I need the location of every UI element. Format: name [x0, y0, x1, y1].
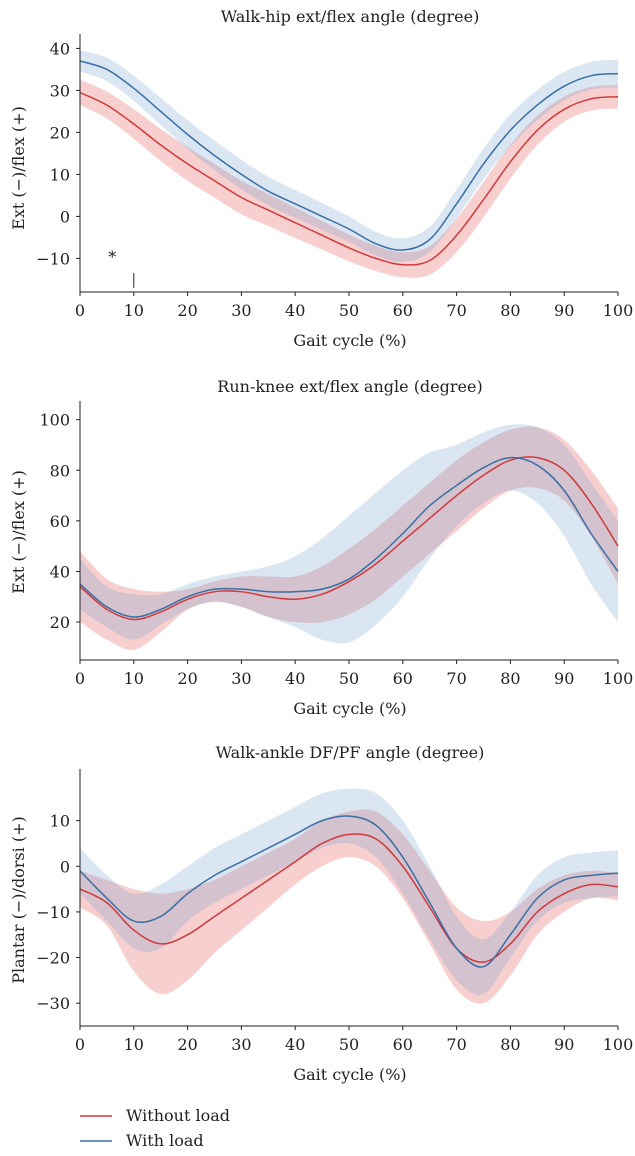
series-line	[79, 456, 619, 618]
x-tick-label: 30	[231, 301, 251, 320]
x-tick-label: 90	[554, 669, 574, 688]
x-axis-label: Gait cycle (%)	[293, 1065, 406, 1084]
series-line	[79, 833, 619, 963]
x-tick-label: 60	[393, 1035, 413, 1054]
x-tick-label: 0	[75, 301, 85, 320]
series-band	[80, 50, 618, 262]
y-axis-label: Ext (−)/flex (+)	[9, 470, 28, 594]
x-tick-label: 100	[603, 1035, 634, 1054]
x-tick-label: 70	[446, 669, 466, 688]
x-axis-label: Gait cycle (%)	[293, 699, 406, 718]
x-tick-label: 80	[500, 301, 520, 320]
x-tick-label: 20	[177, 669, 197, 688]
x-tick-label: 60	[393, 301, 413, 320]
y-tick-label: 20	[50, 123, 70, 142]
chart-title: Walk-hip ext/flex angle (degree)	[221, 7, 480, 26]
x-tick-label: 90	[554, 301, 574, 320]
x-tick-label: 20	[177, 1035, 197, 1054]
y-tick-label: −10	[36, 249, 70, 268]
y-tick-label: 20	[50, 613, 70, 632]
panel-walk-ankle: Walk-ankle DF/PF angle (degree) Gait cyc…	[9, 743, 633, 1084]
legend-label-without-load: Without load	[126, 1106, 230, 1125]
panel-run-knee: Run-knee ext/flex angle (degree) Gait cy…	[9, 377, 633, 718]
x-tick-label: 40	[285, 301, 305, 320]
chart-title: Walk-ankle DF/PF angle (degree)	[216, 743, 485, 762]
chart-title: Run-knee ext/flex angle (degree)	[217, 377, 482, 396]
y-tick-label: −30	[36, 994, 70, 1013]
x-tick-label: 80	[500, 1035, 520, 1054]
series-band	[80, 426, 618, 651]
x-tick-label: 20	[177, 301, 197, 320]
series-band	[80, 79, 618, 278]
x-tick-label: 40	[285, 669, 305, 688]
series-band	[80, 788, 618, 995]
y-tick-label: 40	[50, 39, 70, 58]
y-axis-label: Ext (−)/flex (+)	[9, 106, 28, 230]
x-tick-label: 30	[231, 669, 251, 688]
x-tick-label: 10	[124, 1035, 144, 1054]
x-tick-label: 60	[393, 669, 413, 688]
y-tick-label: 60	[50, 512, 70, 531]
x-tick-label: 50	[339, 1035, 359, 1054]
panel-walk-hip: Walk-hip ext/flex angle (degree) Gait cy…	[9, 7, 633, 350]
x-tick-label: 50	[339, 669, 359, 688]
series-band	[80, 809, 618, 1004]
y-tick-label: 80	[50, 461, 70, 480]
x-tick-label: 50	[339, 301, 359, 320]
x-tick-label: 0	[75, 1035, 85, 1054]
x-tick-label: 100	[603, 669, 634, 688]
legend-label-with-load: With load	[126, 1131, 204, 1150]
y-tick-label: 0	[60, 857, 70, 876]
y-tick-label: 30	[50, 81, 70, 100]
plot-area: 0 10 20 30 40 50 60 70 80 90 100 −30 −20 −10 0 10	[36, 769, 633, 1054]
x-tick-label: 10	[124, 669, 144, 688]
x-tick-label: 100	[603, 301, 634, 320]
y-tick-label: −20	[36, 949, 70, 968]
significance-asterisk: *	[108, 248, 116, 267]
y-tick-label: 10	[50, 165, 70, 184]
x-tick-label: 70	[446, 301, 466, 320]
plot-area: 0 10 20 30 40 50 60 70 80 90 100 20 40 60 80 100	[39, 401, 633, 688]
y-tick-label: 0	[60, 207, 70, 226]
y-tick-label: 10	[50, 812, 70, 831]
x-tick-label: 90	[554, 1035, 574, 1054]
series-line	[79, 815, 619, 968]
series-line	[79, 456, 619, 621]
series-line	[79, 91, 619, 266]
y-tick-label: 40	[50, 562, 70, 581]
y-tick-label: −10	[36, 903, 70, 922]
x-axis-label: Gait cycle (%)	[293, 331, 406, 350]
x-tick-label: 40	[285, 1035, 305, 1054]
legend: Without load With load	[80, 1106, 230, 1150]
x-tick-label: 80	[500, 669, 520, 688]
x-tick-label: 30	[231, 1035, 251, 1054]
plot-area: 0 10 20 30 40 50 60 70 80 90 100 −10 0 10 20 30 40 *	[36, 34, 633, 320]
y-tick-label: 100	[39, 411, 70, 430]
x-tick-label: 10	[124, 301, 144, 320]
x-tick-label: 0	[75, 669, 85, 688]
series-line	[79, 60, 619, 251]
x-tick-label: 70	[446, 1035, 466, 1054]
y-axis-label: Plantar (−)/dorsi (+)	[9, 816, 28, 984]
